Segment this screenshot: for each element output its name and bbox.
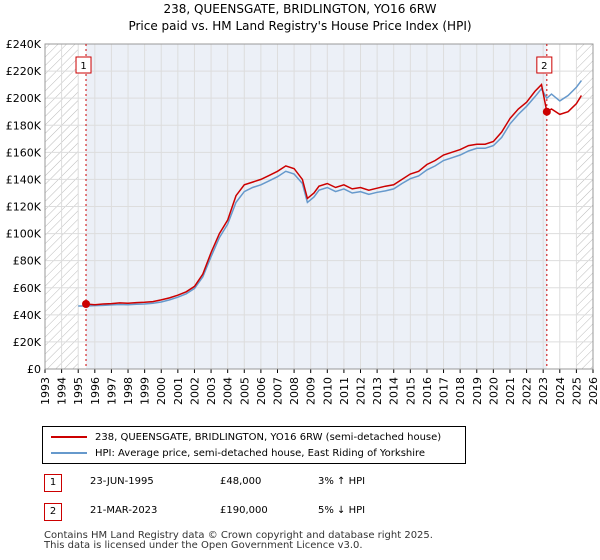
y-tick-label: £200K	[6, 92, 42, 105]
x-tick-label: 1995	[72, 377, 85, 405]
y-tick-label: £180K	[6, 119, 42, 132]
transaction-hpi-diff: 3% ↑ HPI	[318, 476, 366, 487]
x-tick-label: 2024	[554, 377, 567, 405]
x-tick-label: 2004	[222, 377, 235, 405]
chart-title: 238, QUEENSGATE, BRIDLINGTON, YO16 6RW	[163, 2, 437, 16]
x-tick-label: 2025	[570, 377, 583, 405]
legend-swatch-hpi	[51, 452, 87, 454]
y-tick-label: £40K	[13, 309, 42, 322]
x-tick-label: 2012	[355, 377, 368, 405]
x-tick-label: 2008	[288, 377, 301, 405]
annotation-label: 1	[80, 61, 86, 72]
transaction-number-badge: 1	[44, 474, 62, 492]
x-tick-label: 2018	[454, 377, 467, 405]
legend-swatch-price	[51, 436, 87, 438]
y-tick-label: £80K	[13, 255, 42, 268]
y-tick-label: £160K	[6, 146, 42, 159]
x-tick-label: 1998	[122, 377, 135, 405]
transaction-date: 21-MAR-2023	[90, 505, 158, 516]
annotation-badge	[536, 56, 553, 74]
x-tick-label: 2007	[271, 377, 284, 405]
x-tick-label: 2017	[438, 377, 451, 405]
x-tick-label: 2000	[155, 377, 168, 405]
x-tick-label: 2003	[205, 377, 218, 405]
annotation-label: 2	[541, 61, 547, 72]
transaction-number-badge: 2	[44, 503, 62, 521]
transaction-price: £190,000	[220, 505, 268, 516]
x-tick-label: 2023	[537, 377, 550, 405]
sale-point	[82, 300, 91, 308]
x-tick-label: 1999	[139, 377, 152, 405]
transaction-price: £48,000	[220, 476, 262, 487]
transaction-hpi-diff: 5% ↓ HPI	[318, 505, 366, 516]
x-tick-label: 2016	[421, 377, 434, 405]
x-tick-label: 2019	[471, 377, 484, 405]
x-tick-label: 2026	[587, 377, 600, 405]
table-row: 1 23-JUN-1995 £48,000 3% ↑ HPI	[44, 474, 564, 492]
y-tick-label: £220K	[6, 65, 42, 78]
x-tick-label: 2009	[305, 377, 318, 405]
plot-border	[44, 43, 594, 370]
x-tick-label: 2002	[188, 377, 201, 405]
price-chart: £0 £20K £40K £60K £80K £100K £120K £140K £160K £1…	[6, 38, 600, 405]
legend-label-price: 238, QUEENSGATE, BRIDLINGTON, YO16 6RW (…	[95, 431, 442, 443]
x-tick-label: 2010	[321, 377, 334, 405]
sale-point	[542, 107, 551, 116]
x-tick-label: 2014	[388, 377, 401, 405]
transaction-date: 23-JUN-1995	[90, 476, 154, 487]
y-tick-label: £0	[27, 363, 41, 376]
y-tick-label: £140K	[6, 173, 42, 186]
x-tick-label: 2001	[172, 377, 185, 405]
y-tick-label: £20K	[13, 336, 42, 349]
y-tick-label: £100K	[6, 228, 42, 241]
y-tick-label: £60K	[13, 282, 42, 295]
footer-copyright: Contains HM Land Registry data © Crown c…	[44, 530, 433, 541]
hpi-line	[78, 80, 583, 307]
x-tick-label: 2015	[404, 377, 417, 405]
x-tick-label: 2020	[487, 377, 500, 405]
y-tick-label: £240K	[6, 38, 42, 51]
x-tick-label: 2013	[371, 377, 384, 405]
x-tick-label: 1994	[56, 377, 69, 405]
price-paid-line	[85, 83, 583, 306]
annotation-badge	[75, 56, 92, 74]
x-tick-label: 2006	[255, 377, 268, 405]
footer: Contains HM Land Registry data © Crown c…	[44, 531, 433, 551]
chart-subtitle: Price paid vs. HM Land Registry's House …	[128, 19, 472, 33]
legend-item-price: 238, QUEENSGATE, BRIDLINGTON, YO16 6RW (…	[51, 429, 441, 445]
x-tick-label: 2005	[238, 377, 251, 405]
x-tick-label: 1993	[39, 377, 52, 405]
x-tick-label: 2022	[521, 377, 534, 405]
legend-label-hpi: HPI: Average price, semi-detached house,…	[95, 447, 426, 459]
footer-licence: This data is licensed under the Open Gov…	[44, 540, 363, 551]
x-tick-label: 2021	[504, 377, 517, 405]
x-tick-label: 2011	[338, 377, 351, 405]
chart-legend: 238, QUEENSGATE, BRIDLINGTON, YO16 6RW (…	[42, 426, 466, 464]
legend-item-hpi: HPI: Average price, semi-detached house,…	[51, 445, 425, 461]
x-tick-label: 1996	[89, 377, 102, 405]
x-tick-label: 1997	[105, 377, 118, 405]
table-row: 2 21-MAR-2023 £190,000 5% ↓ HPI	[44, 503, 564, 521]
y-tick-label: £120K	[6, 201, 42, 214]
